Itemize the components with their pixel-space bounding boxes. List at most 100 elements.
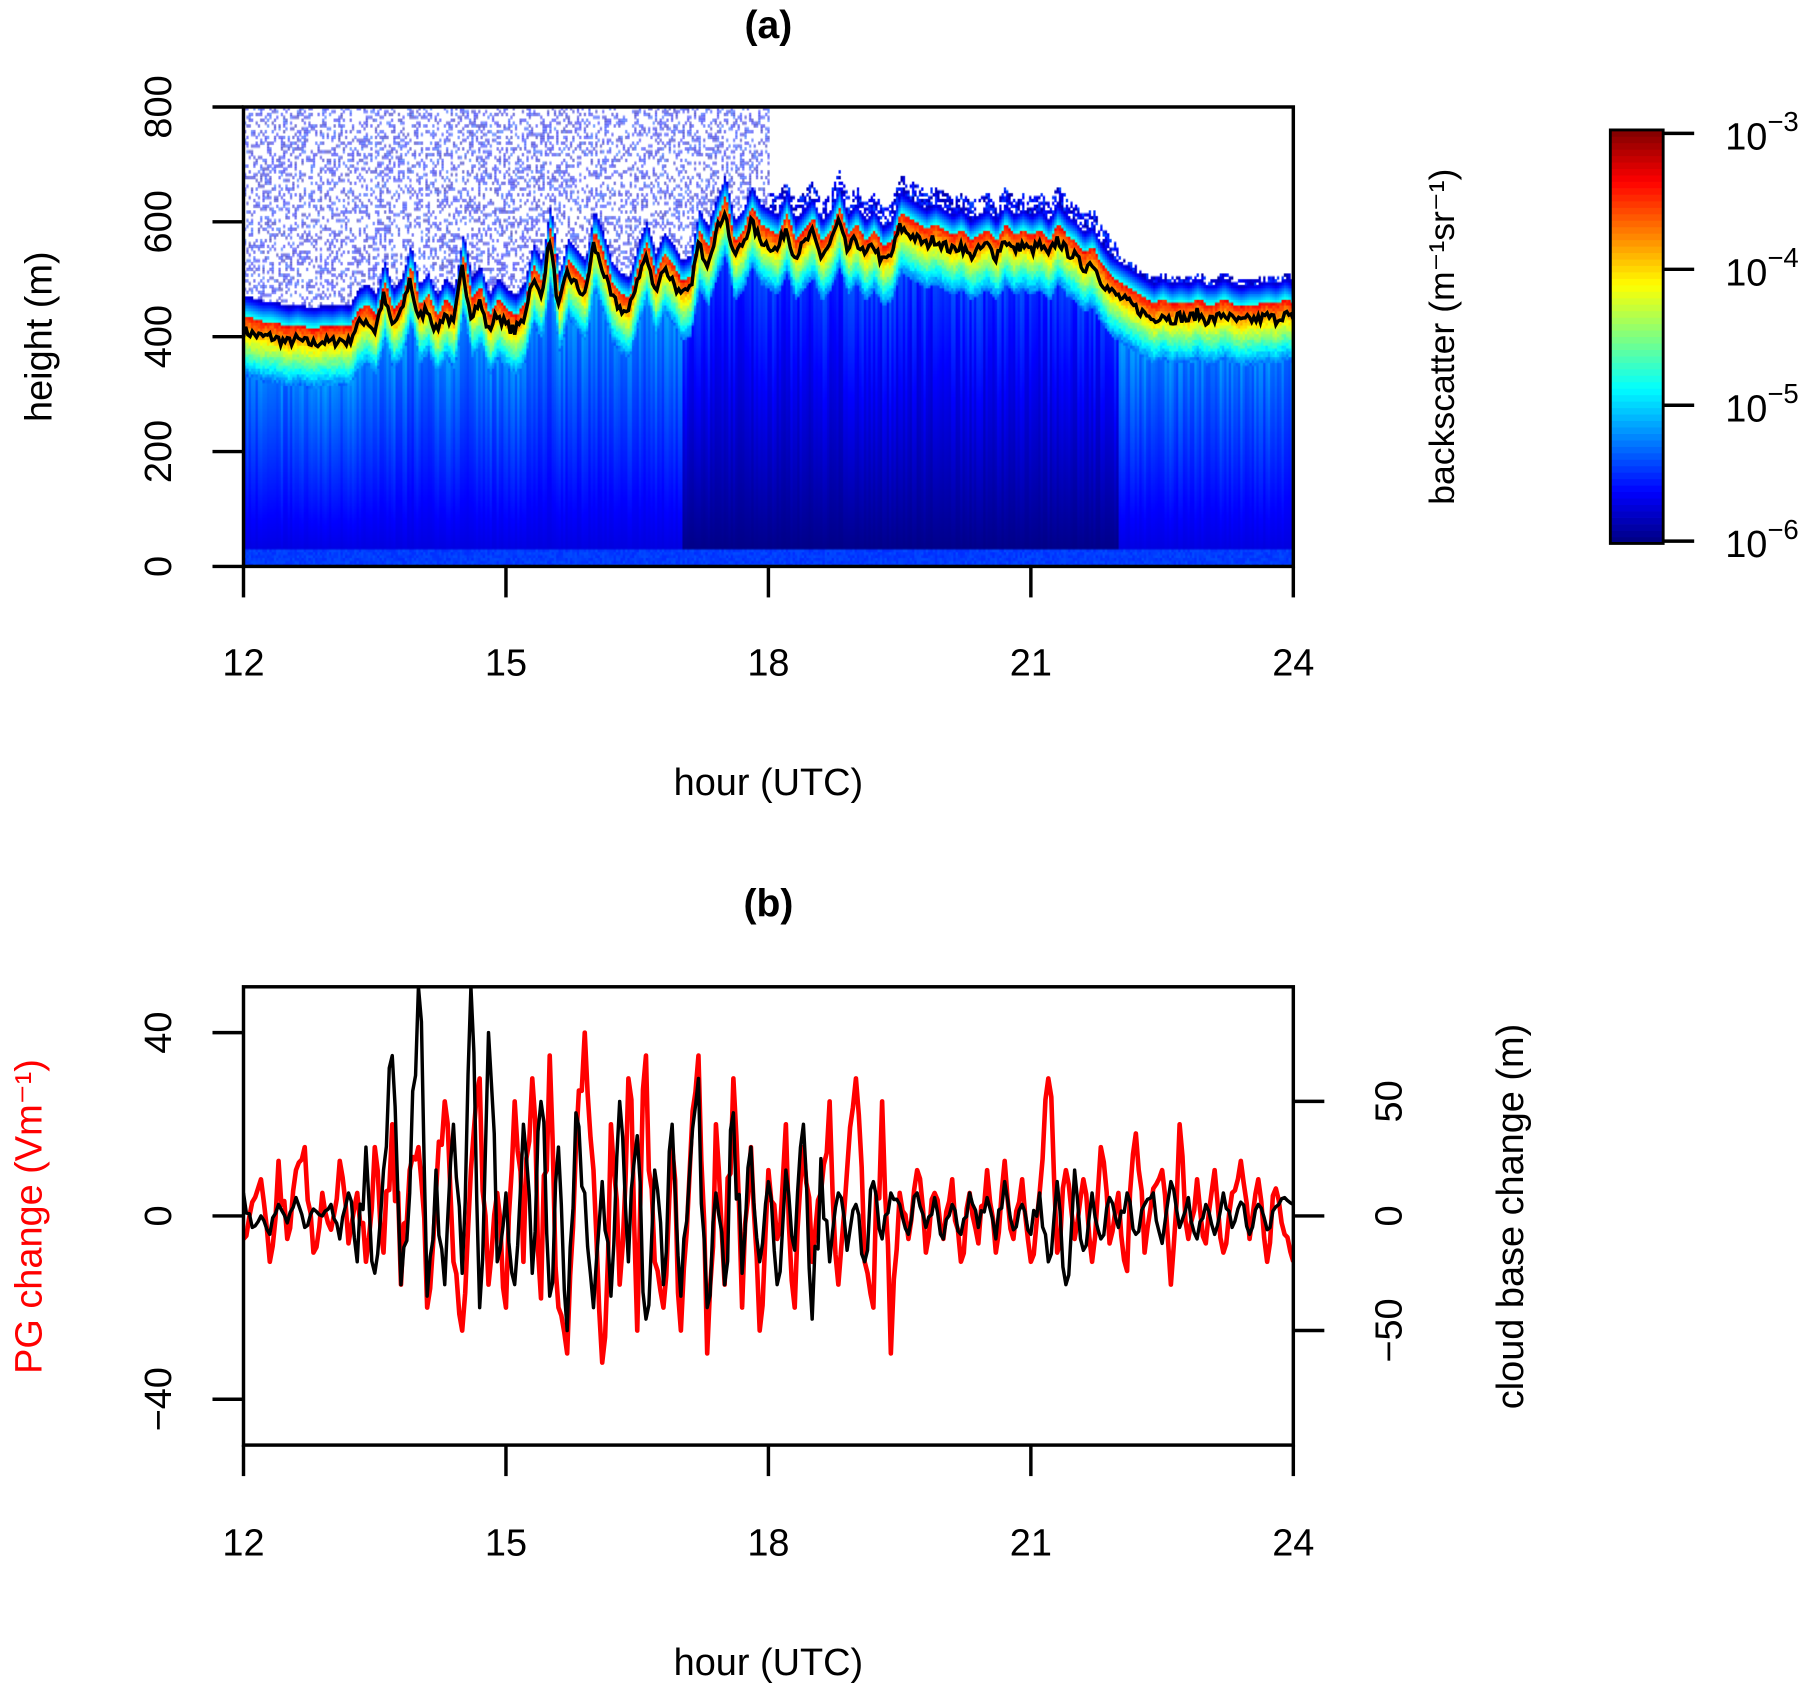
- colorbar-swatch: [1610, 278, 1664, 286]
- y-tick-label: 200: [138, 420, 180, 483]
- x-tick-label: 12: [222, 643, 264, 685]
- colorbar-swatch: [1610, 368, 1664, 376]
- x-tick-label: 18: [747, 1522, 789, 1564]
- colorbar-swatch: [1610, 517, 1664, 525]
- y-tick-label-right: 0: [1368, 1205, 1410, 1226]
- colorbar-swatch: [1610, 207, 1664, 215]
- colorbar-swatch: [1610, 129, 1664, 137]
- colorbar-swatch: [1610, 504, 1664, 512]
- colorbar-swatch: [1610, 452, 1664, 460]
- y-tick-label: 400: [138, 305, 180, 368]
- colorbar-swatch: [1610, 498, 1664, 506]
- colorbar-swatch: [1610, 220, 1664, 228]
- x-tick-label: 24: [1272, 1522, 1314, 1564]
- colorbar-swatch: [1610, 188, 1664, 195]
- colorbar-swatch: [1610, 252, 1664, 260]
- colorbar: 10−6 10−5 10−4 10−3: [1608, 106, 1799, 566]
- y-tick-label: 600: [138, 190, 180, 253]
- colorbar-swatch: [1610, 524, 1664, 531]
- colorbar-swatch: [1610, 149, 1664, 157]
- y-tick-label-left: −40: [138, 1367, 180, 1431]
- colorbar-swatch: [1610, 343, 1664, 350]
- colorbar-swatch: [1610, 336, 1664, 344]
- x-tick-label: 18: [747, 643, 789, 685]
- colorbar-swatch: [1610, 162, 1664, 170]
- colorbar-swatch: [1610, 330, 1664, 338]
- panel-a-title: (a): [745, 4, 793, 47]
- colorbar-swatch: [1610, 168, 1664, 176]
- colorbar-swatch: [1610, 175, 1664, 182]
- colorbar-swatch: [1610, 356, 1664, 363]
- x-tick-label: 24: [1272, 643, 1314, 685]
- x-tick-label: 15: [485, 643, 527, 685]
- colorbar-swatch: [1610, 272, 1664, 279]
- colorbar-swatch: [1610, 259, 1664, 266]
- colorbar-swatch: [1610, 201, 1664, 208]
- cloud-base-change-line: [243, 986, 1294, 1333]
- colorbar-swatch: [1610, 485, 1664, 493]
- colorbar-swatch: [1610, 265, 1664, 273]
- colorbar-swatch: [1610, 155, 1664, 163]
- colorbar-swatch: [1610, 142, 1664, 150]
- cloud-base-line: [243, 208, 1294, 352]
- colorbar-swatch: [1610, 246, 1664, 254]
- colorbar-swatch: [1610, 381, 1664, 389]
- panel-b-lines: [243, 986, 1294, 1365]
- y-tick-label: 800: [138, 75, 180, 138]
- colorbar-swatch: [1610, 491, 1664, 499]
- colorbar-swatch: [1610, 317, 1664, 325]
- colorbar-swatch: [1610, 285, 1664, 292]
- pg-change-line: [243, 1030, 1294, 1365]
- colorbar-swatch: [1610, 459, 1664, 467]
- colorbar-swatch: [1610, 304, 1664, 312]
- colorbar-swatch: [1610, 414, 1664, 422]
- panel-a-frame: [241, 105, 1296, 569]
- colorbar-frame: [1608, 128, 1665, 545]
- panel-a-ylabel: height (m): [19, 251, 61, 422]
- colorbar-swatch: [1610, 136, 1664, 144]
- colorbar-swatch: [1610, 181, 1664, 189]
- colorbar-swatch: [1610, 472, 1664, 480]
- colorbar-swatch: [1610, 511, 1664, 518]
- x-tick-label: 21: [1010, 1522, 1052, 1564]
- colorbar-tick-label: 10−5: [1725, 378, 1799, 430]
- colorbar-swatch: [1610, 394, 1664, 402]
- colorbar-swatch: [1610, 536, 1664, 544]
- colorbar-swatch: [1610, 310, 1664, 318]
- colorbar-swatch: [1610, 420, 1664, 428]
- panel-b-ylabel-right: cloud base change (m): [1490, 1024, 1532, 1409]
- cloud-base-line-layer: [243, 208, 1294, 352]
- colorbar-swatch: [1610, 530, 1664, 538]
- colorbar-swatch: [1610, 401, 1664, 409]
- panel-b-ylabel-left: PG change (Vm⁻¹): [8, 1059, 50, 1374]
- colorbar-swatch: [1610, 375, 1664, 383]
- y-tick-label-left: 40: [138, 1012, 180, 1054]
- colorbar-swatch: [1610, 194, 1664, 202]
- panel-b-xlabel: hour (UTC): [674, 1642, 863, 1683]
- y-tick-label-right: −50: [1368, 1298, 1410, 1362]
- x-tick-label: 12: [222, 1522, 264, 1564]
- colorbar-swatch: [1610, 433, 1664, 441]
- panel-b-axes: 12 15 18 21 24 −40 0 40 −50 0 50: [138, 1012, 1410, 1565]
- colorbar-swatch: [1610, 440, 1664, 447]
- x-tick-label: 15: [485, 1522, 527, 1564]
- colorbar-swatch: [1610, 239, 1664, 247]
- colorbar-tick-label: 10−6: [1725, 514, 1799, 566]
- colorbar-tick-label: 10−3: [1725, 106, 1799, 158]
- colorbar-swatch: [1610, 427, 1664, 434]
- colorbar-swatch: [1610, 226, 1664, 234]
- panel-a-xlabel: hour (UTC): [674, 762, 863, 804]
- colorbar-swatch: [1610, 465, 1664, 473]
- x-tick-label: 21: [1010, 643, 1052, 685]
- y-tick-label: 0: [138, 556, 180, 577]
- colorbar-swatch: [1610, 291, 1664, 299]
- colorbar-swatch: [1610, 213, 1664, 221]
- backscatter-heatmap: [243, 106, 1294, 567]
- colorbar-swatch: [1610, 407, 1664, 415]
- colorbar-swatch: [1610, 323, 1664, 331]
- panel-b-title: (b): [743, 883, 793, 926]
- colorbar-swatch: [1610, 297, 1664, 305]
- colorbar-tick-label: 10−4: [1725, 242, 1799, 294]
